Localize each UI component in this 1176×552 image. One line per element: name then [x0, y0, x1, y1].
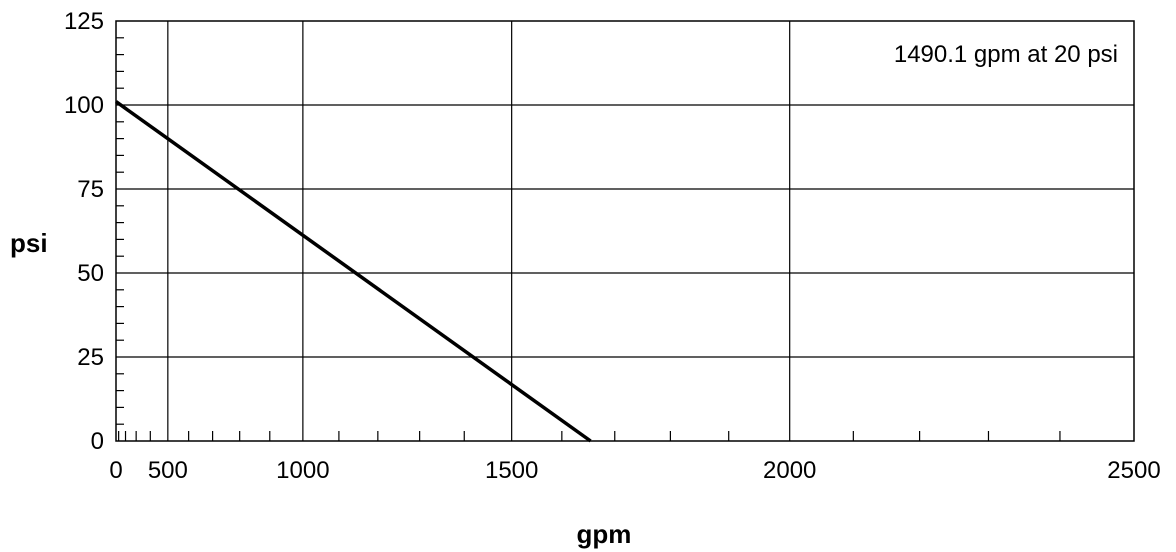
y-tick-label: 125	[64, 8, 104, 35]
operating-point-annotation: 1490.1 gpm at 20 psi	[894, 41, 1118, 68]
x-tick-label: 0	[109, 457, 122, 484]
minor-ticks	[116, 37, 1061, 441]
y-tick-label: 25	[77, 344, 104, 371]
y-tick-label: 0	[91, 428, 104, 455]
pump-curve-line	[114, 100, 592, 443]
x-axis-title: gpm	[577, 519, 632, 549]
plot-frame	[115, 20, 1135, 442]
x-tick-labels: 0 500 1000 1500 2000 2500	[109, 457, 1160, 484]
grid	[116, 21, 1134, 441]
y-tick-label: 100	[64, 92, 104, 119]
y-axis-title: psi	[10, 228, 48, 258]
y-tick-label: 75	[77, 176, 104, 203]
x-tick-label: 1000	[276, 457, 329, 484]
x-tick-label: 1500	[485, 457, 538, 484]
series-layer	[114, 100, 592, 443]
x-tick-label: 500	[148, 457, 188, 484]
y-tick-label: 50	[77, 260, 104, 287]
x-tick-label: 2000	[763, 457, 816, 484]
x-tick-label: 2500	[1107, 457, 1160, 484]
y-tick-labels: 0 25 50 75 100 125	[64, 8, 104, 455]
